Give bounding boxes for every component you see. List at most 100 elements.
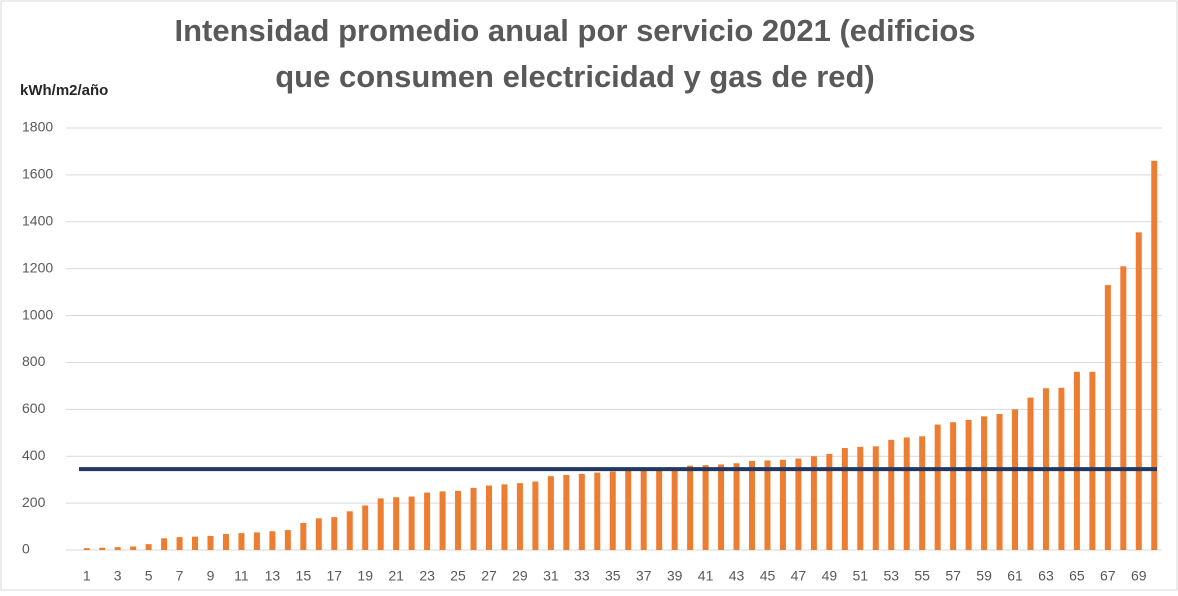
x-tick-label: 49 [822, 568, 838, 584]
bar [1120, 266, 1127, 550]
bar [362, 505, 369, 550]
y-tick-label: 1200 [22, 259, 53, 275]
bar [315, 518, 322, 550]
bar [934, 424, 941, 550]
x-tick-label: 51 [853, 568, 869, 584]
x-tick-label: 45 [760, 568, 776, 584]
bar [269, 531, 276, 550]
bar [563, 474, 570, 550]
bar [1104, 285, 1111, 550]
x-tick-label: 19 [357, 568, 373, 584]
bar [810, 456, 817, 550]
bar [284, 530, 291, 550]
x-tick-label: 41 [698, 568, 714, 584]
bar [547, 476, 554, 550]
x-tick-label: 59 [976, 568, 992, 584]
bar [625, 470, 632, 550]
bar [300, 523, 307, 550]
x-tick-label: 63 [1038, 568, 1054, 584]
x-tick-label: 61 [1007, 568, 1023, 584]
bar [702, 465, 709, 550]
chart-title: que consumen electricidad y gas de red) [275, 59, 875, 94]
y-tick-label: 1000 [22, 306, 53, 322]
bar [393, 497, 400, 550]
x-tick-label: 33 [574, 568, 590, 584]
bar [888, 439, 895, 550]
x-tick-label: 47 [791, 568, 807, 584]
bar [996, 414, 1003, 550]
bar [516, 483, 523, 550]
bar [424, 492, 431, 550]
x-tick-label: 29 [512, 568, 528, 584]
bar [1135, 232, 1142, 551]
bar [671, 467, 678, 550]
bar [826, 453, 833, 550]
x-tick-label: 37 [636, 568, 652, 584]
bar [609, 471, 616, 550]
x-tick-label: 11 [234, 568, 249, 584]
y-tick-label: 600 [22, 400, 46, 416]
bar [161, 538, 168, 550]
x-tick-label: 55 [914, 568, 930, 584]
bar [439, 491, 446, 550]
x-tick-label: 17 [326, 568, 342, 584]
y-tick-label: 1800 [22, 119, 53, 135]
y-tick-label: 200 [22, 494, 46, 510]
x-tick-label: 21 [388, 568, 404, 584]
bar [532, 481, 539, 550]
bar [1027, 397, 1034, 550]
bar [455, 490, 462, 550]
bar [981, 416, 988, 550]
bar [238, 533, 245, 550]
chart-title: Intensidad promedio anual por servicio 2… [174, 13, 975, 48]
bar [857, 446, 864, 550]
bar [1073, 371, 1080, 550]
x-tick-label: 39 [667, 568, 683, 584]
x-tick-label: 3 [114, 568, 122, 584]
bar [718, 464, 725, 550]
bar [377, 498, 384, 550]
bar [176, 537, 183, 550]
bar [656, 469, 663, 550]
x-tick-label: 15 [296, 568, 312, 584]
x-tick-label: 25 [450, 568, 466, 584]
x-tick-label: 5 [145, 568, 153, 584]
bar [795, 458, 802, 550]
bar [207, 535, 214, 550]
x-tick-label: 9 [207, 568, 215, 584]
y-tick-label: 800 [22, 353, 46, 369]
bar [145, 544, 152, 550]
bar [779, 459, 786, 550]
bar [578, 473, 585, 550]
bar [749, 460, 756, 550]
bar [130, 546, 137, 550]
x-tick-label: 7 [176, 568, 184, 584]
bar [485, 485, 492, 550]
y-tick-label: 400 [22, 447, 46, 463]
bar [733, 463, 740, 550]
x-tick-label: 13 [265, 568, 281, 584]
y-tick-label: 0 [22, 541, 30, 557]
x-tick-label: 1 [83, 568, 91, 584]
bar [965, 419, 972, 550]
bar [687, 465, 694, 550]
y-tick-label: 1600 [22, 166, 53, 182]
bar [903, 437, 910, 550]
y-axis-label: kWh/m2/año [20, 82, 108, 99]
bar [253, 532, 260, 550]
bar [1151, 160, 1158, 551]
bar [764, 460, 771, 550]
bar [950, 422, 957, 550]
x-tick-label: 69 [1131, 568, 1147, 584]
bar [841, 448, 848, 550]
x-tick-label: 57 [945, 568, 961, 584]
x-tick-label: 65 [1069, 568, 1085, 584]
bar [1089, 371, 1096, 550]
bar [331, 517, 338, 550]
bar [594, 472, 601, 550]
bar [1012, 409, 1019, 550]
x-tick-label: 31 [543, 568, 559, 584]
y-tick-label: 1400 [22, 212, 53, 228]
